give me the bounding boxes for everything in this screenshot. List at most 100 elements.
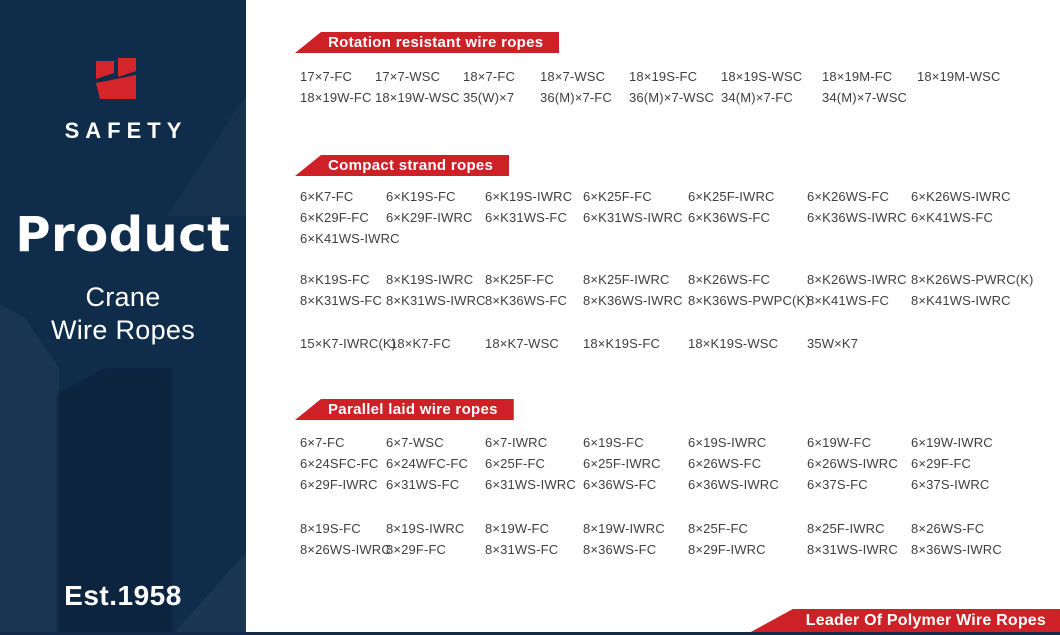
- rope-code: 6×31WS-FC: [386, 477, 460, 492]
- rope-code: 18×19M-FC: [822, 69, 893, 84]
- rope-code: 6×K31WS-FC: [485, 210, 568, 225]
- rope-code: 36(M)×7-WSC: [629, 90, 715, 105]
- code-row: 6×K7-FC 6×K19S-FC 6×K19S-IWRC 6×K25F-FC 6×K2…: [300, 186, 1060, 207]
- rope-code: 6×K25F-FC: [583, 189, 652, 204]
- rope-code: 6×25F-IWRC: [583, 456, 661, 471]
- rope-code: 34(M)×7-FC: [721, 90, 793, 105]
- rope-code: 6×29F-IWRC: [300, 477, 378, 492]
- code-row: 17×7-FC 17×7-WSC 18×7-FC 18×7-WSC 18×19S-FC 1…: [300, 66, 1060, 87]
- rope-code: 8×29F-IWRC: [688, 542, 766, 557]
- content-area: Rotation resistant wire ropes 17×7-FC 17×…: [246, 0, 1060, 635]
- rope-code: 6×36WS-IWRC: [688, 477, 779, 492]
- rope-code: 6×25F-FC: [485, 456, 546, 471]
- rope-code: 17×7-WSC: [375, 69, 441, 84]
- section-header-ribbon: Rotation resistant wire ropes: [295, 32, 560, 53]
- code-row: 8×26WS-IWRC 8×29F-FC 8×31WS-FC 8×36WS-FC 8×2…: [300, 539, 1060, 560]
- rope-code: 8×19S-IWRC: [386, 521, 465, 536]
- rope-code: 18×7-WSC: [540, 69, 606, 84]
- subtitle-line-1: Crane: [85, 282, 161, 312]
- rope-code: 8×K36WS-FC: [485, 293, 568, 308]
- rope-code: 8×36WS-FC: [583, 542, 657, 557]
- rope-code: 6×19S-IWRC: [688, 435, 767, 450]
- code-row: 15×K7-IWRC(K) 18×K7-FC 18×K7-WSC 18×K19S-FC…: [300, 333, 1060, 354]
- rope-code: 18×7-FC: [463, 69, 515, 84]
- rope-code: 18×19W-WSC: [375, 90, 460, 105]
- rope-code: 35W×K7: [807, 336, 859, 351]
- rope-code: 18×K19S-FC: [583, 336, 661, 351]
- rope-code: 8×K25F-FC: [485, 272, 554, 287]
- rope-code: 6×19W-FC: [807, 435, 872, 450]
- rope-code: 6×K31WS-IWRC: [583, 210, 683, 225]
- rope-code: 18×K7-WSC: [485, 336, 559, 351]
- rope-code: 6×K26WS-FC: [807, 189, 890, 204]
- rope-code: 6×19S-FC: [583, 435, 644, 450]
- rope-code: 18×19W-FC: [300, 90, 372, 105]
- rope-code: 35(W)×7: [463, 90, 515, 105]
- code-block: 6×K7-FC 6×K19S-FC 6×K19S-IWRC 6×K25F-FC 6×K2…: [300, 186, 1060, 249]
- rope-code: 18×19S-WSC: [721, 69, 803, 84]
- rope-code: 6×37S-FC: [807, 477, 868, 492]
- rope-code: 8×26WS-IWRC: [300, 542, 391, 557]
- rope-code: 8×K36WS-PWPC(K): [688, 293, 810, 308]
- code-row: 6×24SFC-FC 6×24WFC-FC 6×25F-FC 6×25F-IWRC 6×…: [300, 453, 1060, 474]
- rope-code: 8×19W-FC: [485, 521, 550, 536]
- code-row: 8×19S-FC 8×19S-IWRC 8×19W-FC 8×19W-IWRC 8×25…: [300, 518, 1060, 539]
- rope-code: 8×25F-FC: [688, 521, 749, 536]
- rope-code: 8×19S-FC: [300, 521, 361, 536]
- rope-code: 8×31WS-IWRC: [807, 542, 898, 557]
- page-title: Product: [15, 207, 231, 263]
- sidebar: SAFETY Product Crane Wire Ropes Est.1958: [0, 0, 246, 635]
- rope-code: 6×K7-FC: [300, 189, 354, 204]
- code-row: 6×K29F-FC 6×K29F-IWRC 6×K31WS-FC 6×K31WS-IW…: [300, 207, 1060, 228]
- established-text: Est.1958: [64, 580, 182, 611]
- rope-code: 8×19W-IWRC: [583, 521, 665, 536]
- rope-code: 8×31WS-FC: [485, 542, 559, 557]
- rope-code: 6×31WS-IWRC: [485, 477, 576, 492]
- section-header-ribbon: Compact strand ropes: [295, 155, 510, 176]
- rope-code: 6×K19S-FC: [386, 189, 456, 204]
- rope-code: 6×26WS-IWRC: [807, 456, 898, 471]
- rope-code: 6×24SFC-FC: [300, 456, 379, 471]
- rope-code: 18×K19S-WSC: [688, 336, 779, 351]
- rope-code: 6×7-FC: [300, 435, 345, 450]
- rope-code: 8×K41WS-FC: [807, 293, 890, 308]
- rope-code: 34(M)×7-WSC: [822, 90, 908, 105]
- rope-code: 6×K41WS-FC: [911, 210, 994, 225]
- code-row: 6×29F-IWRC 6×31WS-FC 6×31WS-IWRC 6×36WS-FC 6…: [300, 474, 1060, 495]
- footer-banner: Leader Of Polymer Wire Ropes: [750, 609, 1060, 632]
- rope-code: 8×36WS-IWRC: [911, 542, 1002, 557]
- rope-code: 8×K19S-FC: [300, 272, 370, 287]
- rope-code: 18×K7-FC: [390, 336, 451, 351]
- rope-code: 6×K29F-IWRC: [386, 210, 473, 225]
- code-row: 6×K41WS-IWRC: [300, 228, 1060, 249]
- rope-code: 8×K26WS-IWRC: [807, 272, 907, 287]
- footer-divider-line: [0, 632, 1060, 635]
- rope-code: 8×K31WS-IWRC: [386, 293, 486, 308]
- page-subtitle: Crane Wire Ropes: [0, 281, 246, 347]
- rope-code: 6×7-IWRC: [485, 435, 548, 450]
- rope-code: 8×K26WS-PWRC(K): [911, 272, 1034, 287]
- rope-code: 6×K36WS-IWRC: [807, 210, 907, 225]
- rope-code: 6×K29F-FC: [300, 210, 369, 225]
- subtitle-line-2: Wire Ropes: [50, 315, 196, 345]
- rope-code: 6×K25F-IWRC: [688, 189, 775, 204]
- rope-code: 8×K26WS-FC: [688, 272, 771, 287]
- rope-code: 6×37S-IWRC: [911, 477, 990, 492]
- rope-code: 6×29F-FC: [911, 456, 972, 471]
- rope-code: 6×24WFC-FC: [386, 456, 469, 471]
- rope-code: 6×K19S-IWRC: [485, 189, 573, 204]
- rope-code: 6×19W-IWRC: [911, 435, 993, 450]
- rope-code: 8×29F-FC: [386, 542, 447, 557]
- code-row: 8×K19S-FC 8×K19S-IWRC 8×K25F-FC 8×K25F-IWRC…: [300, 269, 1060, 290]
- rope-code: 8×K25F-IWRC: [583, 272, 670, 287]
- code-block: 15×K7-IWRC(K) 18×K7-FC 18×K7-WSC 18×K19S-FC…: [300, 333, 1060, 354]
- code-row: 8×K31WS-FC 8×K31WS-IWRC 8×K36WS-FC 8×K36WS-…: [300, 290, 1060, 311]
- rope-code: 6×36WS-FC: [583, 477, 657, 492]
- rope-code: 6×K41WS-IWRC: [300, 231, 400, 246]
- code-block: 6×7-FC 6×7-WSC 6×7-IWRC 6×19S-FC 6×19S-IWRC 6…: [300, 432, 1060, 495]
- rope-code: 6×K26WS-IWRC: [911, 189, 1011, 204]
- brand-name: SAFETY: [64, 118, 188, 143]
- rope-code: 15×K7-IWRC(K): [300, 336, 397, 351]
- rope-code: 8×K41WS-IWRC: [911, 293, 1011, 308]
